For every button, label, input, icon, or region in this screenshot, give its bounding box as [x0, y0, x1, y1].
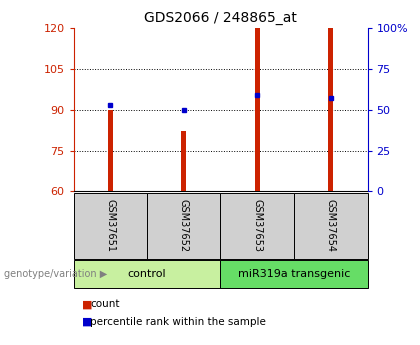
Bar — [255, 28, 260, 191]
Text: percentile rank within the sample: percentile rank within the sample — [90, 317, 266, 326]
Text: genotype/variation ▶: genotype/variation ▶ — [4, 269, 108, 279]
Text: GSM37651: GSM37651 — [105, 199, 115, 253]
Title: GDS2066 / 248865_at: GDS2066 / 248865_at — [144, 11, 297, 25]
Text: ■: ■ — [82, 299, 92, 309]
Text: GSM37652: GSM37652 — [179, 199, 189, 253]
Text: miR319a transgenic: miR319a transgenic — [238, 269, 350, 279]
Text: GSM37654: GSM37654 — [326, 199, 336, 253]
Text: count: count — [90, 299, 120, 309]
Text: control: control — [128, 269, 166, 279]
Bar — [181, 131, 186, 191]
Text: GSM37653: GSM37653 — [252, 199, 262, 253]
Bar — [108, 109, 113, 191]
Text: ■: ■ — [82, 317, 92, 326]
Bar — [328, 28, 333, 191]
